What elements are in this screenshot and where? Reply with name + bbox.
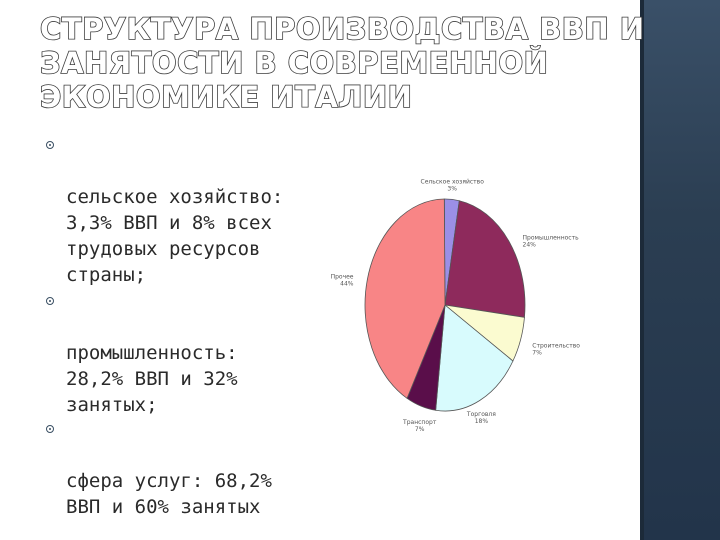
bullet-text: сфера услуг: 68,2% ВВП и 60% занятых: [66, 470, 272, 518]
bullet-item: сфера услуг: 68,2% ВВП и 60% занятых: [46, 416, 272, 520]
bullet-text: промышленность: 28,2% ВВП и 32% занятых;: [66, 342, 238, 416]
bullet-marker-icon: [46, 141, 54, 149]
slice-value-label: 18%: [475, 418, 489, 425]
decorative-sidebar: [640, 0, 720, 540]
slice-name-label: Сельское хозяйство: [421, 178, 485, 185]
slice-value-label: 7%: [532, 349, 542, 356]
bullet-text: сельское хозяйство: 3,3% ВВП и 8% всех т…: [66, 186, 284, 286]
slice-name-label: Промышленность: [523, 235, 580, 242]
slice-value-label: 7%: [415, 426, 425, 433]
slice-value-label: 44%: [340, 281, 354, 288]
title-line: ЭКОНОМИКЕ ИТАЛИИ: [39, 79, 413, 115]
bullet-marker-icon: [46, 297, 54, 305]
title-line: СТРУКТУРА ПРОИЗВОДСТВА ВВП И: [39, 11, 645, 47]
bullet-item: промышленность: 28,2% ВВП и 32% занятых;: [46, 288, 238, 418]
slice-name-label: Прочее: [331, 274, 354, 281]
slide-title: СТРУКТУРА ПРОИЗВОДСТВА ВВП И ЗАНЯТОСТИ В…: [39, 11, 645, 115]
pie-slice: [444, 200, 526, 318]
slice-name-label: Транспорт: [402, 419, 437, 426]
slice-name-label: Торговля: [466, 411, 496, 418]
slice-name-label: Строительство: [532, 342, 580, 349]
pie-slice: [364, 198, 446, 399]
pie-chart: Сельское хозяйство 3% Промышленность 24% Стр…: [320, 168, 580, 438]
pie-slice: [435, 304, 514, 412]
bullet-item: сельское хозяйство: 3,3% ВВП и 8% всех т…: [46, 132, 283, 288]
slice-value-label: 24%: [523, 242, 537, 249]
title-line: ЗАНЯТОСТИ В СОВРЕМЕННОЙ: [39, 45, 549, 81]
bullet-marker-icon: [46, 425, 54, 433]
slice-value-label: 3%: [447, 185, 457, 192]
